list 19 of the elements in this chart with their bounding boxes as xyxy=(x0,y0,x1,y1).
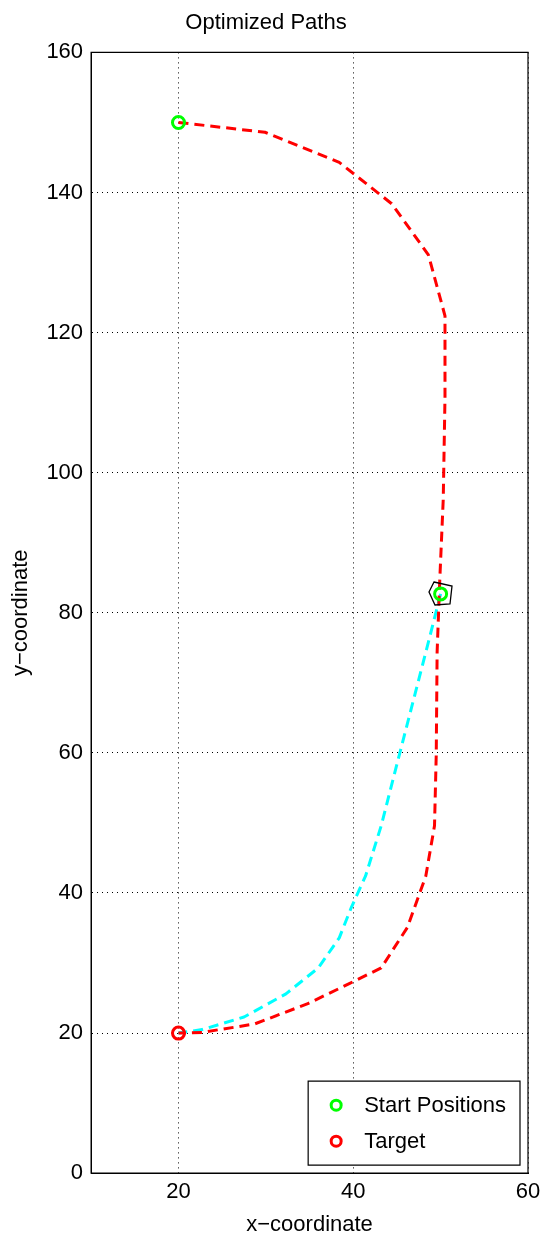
x-tick-label: 20 xyxy=(166,1178,191,1204)
y-tick-label: 160 xyxy=(46,38,84,64)
point xyxy=(170,114,186,130)
x-tick-label: 40 xyxy=(341,1178,366,1204)
chart-title: Optimized Paths xyxy=(185,9,347,35)
y-tick-label: 0 xyxy=(70,1159,84,1185)
y-tick-label: 120 xyxy=(46,318,84,344)
y-tick-label: 20 xyxy=(58,1019,84,1045)
legend-label: Target xyxy=(364,1128,426,1154)
x-tick-label: 60 xyxy=(515,1178,541,1204)
y-tick-label: 140 xyxy=(46,178,84,204)
y-tick-label: 80 xyxy=(58,598,84,624)
legend-label: Start Positions xyxy=(364,1092,506,1118)
y-tick-label: 40 xyxy=(58,879,84,905)
y-tick-label: 100 xyxy=(46,458,84,484)
x-axis-title: x−coordinate xyxy=(246,1210,373,1236)
y-axis-title: y−coordinate xyxy=(7,549,33,677)
y-tick-label: 60 xyxy=(58,738,84,764)
point xyxy=(170,1025,186,1041)
